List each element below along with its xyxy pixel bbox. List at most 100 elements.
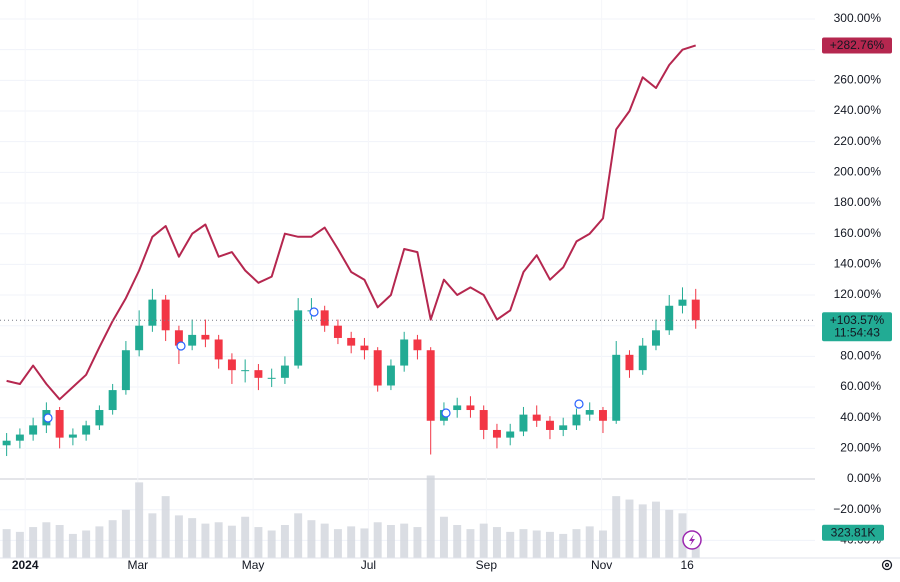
candle-body [254, 370, 263, 378]
candle-body [201, 334, 210, 340]
volume-bar [108, 520, 117, 558]
y-tick-label: 20.00% [840, 441, 881, 455]
volume-bar [386, 525, 395, 558]
candle-body [55, 410, 64, 438]
candle-body [2, 440, 11, 446]
price-labels: +282.76% +103.57%11:54:43 323.81K [822, 37, 892, 541]
candle-body [453, 405, 462, 411]
candle-body [612, 354, 621, 421]
candle-body [598, 410, 607, 421]
volume-bar [241, 516, 250, 558]
y-tick-label: 220.00% [834, 134, 882, 148]
event-marker[interactable] [43, 413, 53, 423]
volume-bar [545, 531, 554, 558]
x-tick-label: Mar [127, 558, 148, 572]
lightning-icon [689, 534, 695, 546]
candle-body [479, 410, 488, 430]
volume-bar [665, 509, 674, 558]
candle-body [638, 345, 647, 371]
volume-bar [678, 513, 687, 558]
volume-last-label: 323.81K [831, 525, 876, 539]
volume-bar [55, 525, 64, 558]
candle-body [29, 425, 38, 435]
candle-body [227, 359, 236, 371]
y-tick-label: 120.00% [834, 287, 882, 301]
volume-bar [294, 513, 303, 558]
volume-bar [585, 526, 594, 558]
candle-body [108, 390, 117, 411]
candle-body [188, 334, 197, 346]
volume-bar [519, 529, 528, 558]
candle-body [360, 345, 369, 351]
y-tick-label: 40.00% [840, 410, 881, 424]
candle-body [691, 299, 700, 321]
y-tick-label: 300.00% [834, 11, 882, 25]
volume-bar [267, 530, 276, 558]
volume-bar [15, 531, 24, 558]
lightning-button[interactable] [682, 530, 702, 550]
series-last-label: +282.76% [830, 38, 885, 52]
settings-button[interactable] [881, 559, 893, 571]
candle-body [135, 325, 144, 351]
candle-body [373, 350, 382, 386]
x-tick-label: Sep [476, 558, 498, 572]
volume-bar [42, 522, 51, 558]
event-marker[interactable] [441, 408, 451, 418]
volume-bar [135, 482, 144, 558]
volume-bar [598, 530, 607, 558]
candle-body [519, 414, 528, 432]
y-tick-label: 80.00% [840, 349, 881, 363]
volume-bar [227, 525, 236, 558]
volume-bar [453, 525, 462, 558]
candle-body [559, 425, 568, 430]
candle-body [492, 429, 501, 438]
volume-bar [174, 515, 183, 558]
volume-bar [400, 523, 409, 558]
x-tick-label: 16 [680, 558, 694, 572]
event-marker[interactable] [309, 307, 319, 317]
volume-pane [2, 475, 700, 558]
event-marker[interactable] [176, 341, 186, 351]
volume-bar [532, 530, 541, 558]
y-tick-label: 240.00% [834, 103, 882, 117]
y-tick-label: 60.00% [840, 379, 881, 393]
volume-bar [95, 526, 104, 558]
candle-body [466, 405, 475, 411]
candle-body [280, 365, 289, 378]
volume-bar [280, 525, 289, 558]
event-marker[interactable] [574, 399, 584, 409]
volume-bar [360, 528, 369, 558]
volume-bar [68, 533, 77, 558]
volume-bar [307, 520, 316, 558]
volume-bar [201, 523, 210, 558]
y-tick-label: 200.00% [834, 165, 882, 179]
volume-bar [638, 504, 647, 558]
event-markers [43, 307, 584, 423]
volume-bar [121, 509, 130, 558]
volume-last-label-bg [822, 524, 884, 541]
candle-body [652, 330, 660, 346]
y-tick-label: −20.00% [833, 502, 881, 516]
candle-body [585, 410, 594, 415]
volume-bar [652, 501, 660, 558]
x-tick-label: May [242, 558, 265, 572]
candle-body [347, 337, 356, 346]
volume-bar [29, 527, 38, 558]
volume-bar [612, 496, 621, 558]
candle-body [532, 414, 541, 421]
volume-bar [479, 523, 488, 558]
comparison-line [6, 44, 697, 401]
candle-body [161, 299, 170, 331]
candle-body [386, 365, 395, 386]
volume-bar [148, 513, 157, 558]
candle-body [333, 325, 342, 338]
y-tick-label: 160.00% [834, 226, 882, 240]
candle-body [545, 420, 554, 430]
countdown-label: 11:54:43 [834, 325, 880, 339]
volume-bar [2, 529, 11, 558]
candle-body [678, 299, 687, 306]
gear-icon [881, 559, 893, 571]
y-tick-label: 140.00% [834, 257, 882, 271]
x-tick-label: Jul [361, 558, 376, 572]
